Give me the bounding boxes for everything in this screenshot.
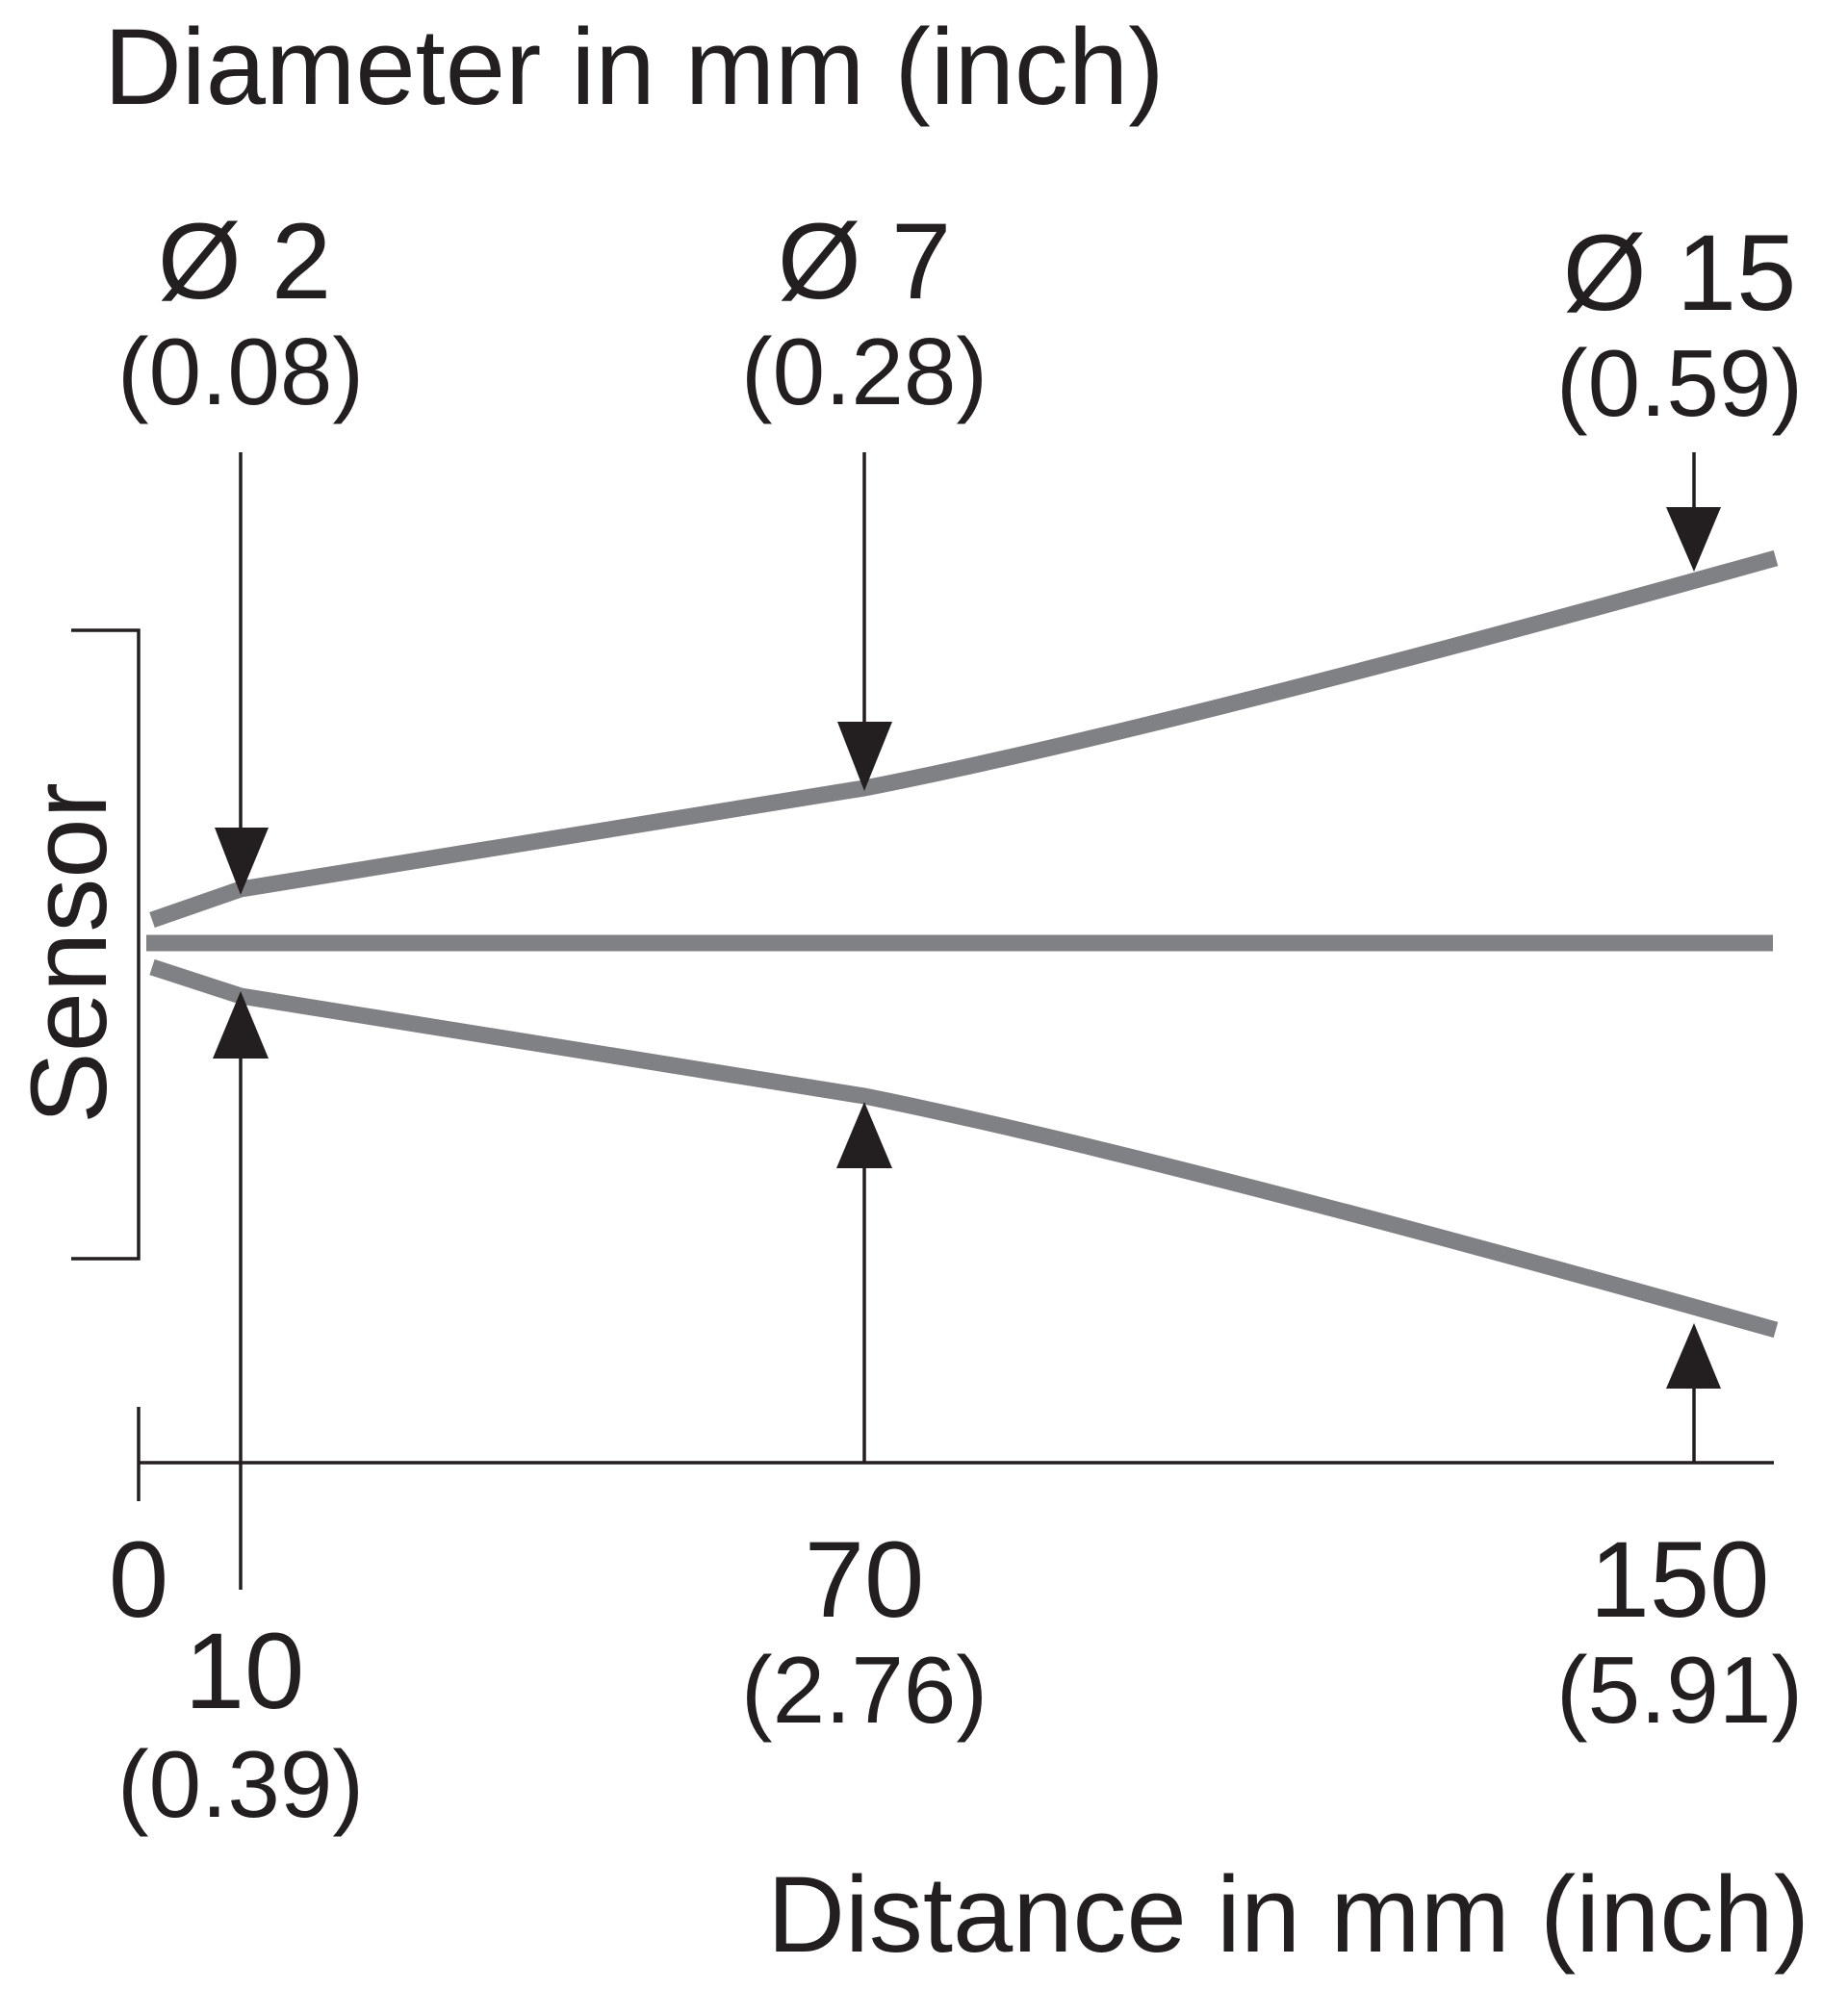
beam-upper-edge <box>149 549 1779 929</box>
distance-label-0: 0 <box>109 1519 168 1640</box>
arrow-up-dist150-icon <box>1666 1323 1721 1389</box>
diameter-axis-title: Diameter in mm (inch) <box>104 7 1165 127</box>
distance-inch-label-10: (0.39) <box>117 1731 364 1837</box>
arrow-down-d2-icon <box>215 828 269 895</box>
sensor-bracket <box>71 628 141 1261</box>
diameter-inch-label-15: (0.59) <box>1556 330 1803 436</box>
distance-label-150: 150 <box>1590 1519 1770 1640</box>
distance-label-10: 10 <box>185 1611 305 1731</box>
distance-inch-label-150: (5.91) <box>1556 1637 1803 1743</box>
sensor-label: Sensor <box>9 782 129 1124</box>
diameter-label-15: Ø 15 <box>1563 213 1797 333</box>
arrow-down-d15-icon <box>1666 507 1721 572</box>
diameter-label-2: Ø 2 <box>158 201 332 321</box>
diameter-label-7: Ø 7 <box>778 201 952 321</box>
arrow-up-dist10-icon <box>213 991 269 1059</box>
arrow-down-d7-icon <box>837 722 892 791</box>
beam-lower-edge <box>149 958 1779 1339</box>
arrow-up-dist70-icon <box>836 1102 892 1168</box>
distance-axis-title: Distance in mm (inch) <box>767 1854 1810 1975</box>
diameter-inch-label-2: (0.08) <box>117 319 364 424</box>
diameter-inch-label-7: (0.28) <box>741 319 988 424</box>
distance-inch-label-70: (2.76) <box>741 1637 988 1743</box>
distance-label-70: 70 <box>805 1519 925 1640</box>
